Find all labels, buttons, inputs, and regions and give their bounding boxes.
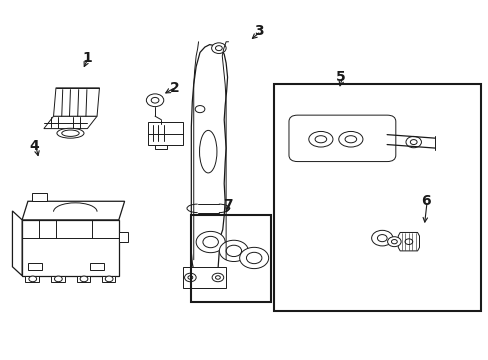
- Ellipse shape: [146, 94, 163, 107]
- Polygon shape: [397, 233, 419, 251]
- Ellipse shape: [405, 136, 421, 148]
- Bar: [25, 276, 39, 282]
- Ellipse shape: [105, 276, 113, 282]
- Polygon shape: [191, 45, 227, 288]
- Ellipse shape: [215, 46, 222, 51]
- Ellipse shape: [57, 128, 84, 138]
- Polygon shape: [44, 116, 97, 129]
- Bar: [32, 193, 47, 201]
- Ellipse shape: [203, 237, 218, 248]
- Bar: [119, 231, 128, 242]
- Polygon shape: [12, 211, 22, 276]
- Ellipse shape: [219, 240, 248, 261]
- Ellipse shape: [212, 273, 223, 282]
- Ellipse shape: [196, 231, 224, 253]
- Bar: [273, 84, 480, 311]
- Bar: [191, 215, 270, 302]
- Ellipse shape: [225, 245, 241, 257]
- Polygon shape: [53, 88, 99, 116]
- Ellipse shape: [211, 43, 225, 54]
- Ellipse shape: [246, 252, 262, 264]
- Ellipse shape: [371, 230, 392, 246]
- Text: 7: 7: [223, 198, 232, 212]
- Bar: [51, 276, 64, 282]
- Ellipse shape: [239, 247, 268, 269]
- Text: 1: 1: [82, 51, 92, 65]
- Bar: [77, 276, 90, 282]
- Text: 5: 5: [336, 70, 346, 84]
- Polygon shape: [22, 220, 119, 276]
- Text: 4: 4: [29, 139, 39, 153]
- Ellipse shape: [215, 276, 220, 279]
- Ellipse shape: [61, 130, 79, 136]
- Ellipse shape: [387, 237, 400, 247]
- Ellipse shape: [338, 131, 362, 147]
- Ellipse shape: [29, 276, 37, 282]
- Text: 2: 2: [169, 81, 179, 95]
- Ellipse shape: [308, 131, 332, 147]
- Ellipse shape: [199, 130, 217, 173]
- Ellipse shape: [184, 273, 196, 282]
- Text: 3: 3: [254, 24, 264, 38]
- Ellipse shape: [195, 105, 204, 113]
- Ellipse shape: [187, 276, 192, 279]
- Ellipse shape: [54, 276, 62, 282]
- Ellipse shape: [151, 98, 159, 103]
- FancyBboxPatch shape: [288, 115, 395, 162]
- Bar: [28, 262, 42, 270]
- Polygon shape: [22, 201, 124, 220]
- Polygon shape: [182, 267, 225, 288]
- Bar: [90, 262, 104, 270]
- Bar: [155, 145, 167, 149]
- Ellipse shape: [80, 276, 88, 282]
- Text: 6: 6: [420, 194, 430, 208]
- Bar: [102, 276, 115, 282]
- Bar: [147, 122, 182, 145]
